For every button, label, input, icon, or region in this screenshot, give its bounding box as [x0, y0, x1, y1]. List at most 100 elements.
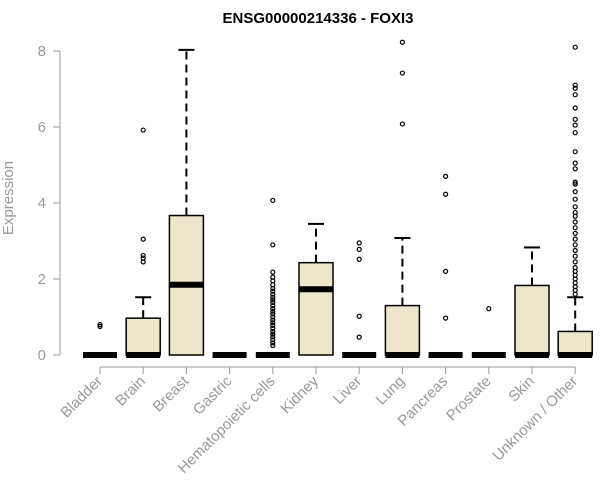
- outlier-point: [572, 105, 578, 111]
- outlier-point: [270, 325, 276, 331]
- outlier-point: [270, 340, 276, 346]
- chart-title: ENSG00000214336 - FOXI3: [223, 10, 414, 27]
- outlier-point: [572, 85, 578, 91]
- outlier-point: [356, 246, 362, 252]
- outlier-point: [572, 116, 578, 123]
- outlier-point: [270, 303, 276, 309]
- outlier-point: [572, 204, 578, 210]
- x-category-label: Prostate: [443, 373, 495, 425]
- outlier-point: [140, 127, 146, 133]
- outlier-point: [572, 179, 578, 185]
- y-axis: 0 2 4 6 8: [38, 43, 61, 364]
- outlier-point: [270, 297, 276, 303]
- box-brain: [125, 127, 161, 358]
- box-lung: [384, 39, 421, 358]
- x-category-label: Liver: [330, 373, 365, 408]
- outlier-point: [140, 255, 146, 261]
- outlier-point: [443, 173, 449, 179]
- y-tick-label: 6: [38, 119, 46, 136]
- outlier-point: [270, 306, 276, 312]
- box-iqr: [557, 330, 593, 356]
- x-category-label: Bladder: [57, 373, 106, 422]
- box-unknown-other: [557, 44, 593, 358]
- outlier-point: [270, 294, 276, 300]
- outlier-point: [140, 236, 146, 242]
- outlier-point: [572, 130, 578, 136]
- box-iqr: [298, 261, 334, 356]
- outlier-point: [399, 121, 405, 127]
- outlier-point: [572, 247, 578, 254]
- box-pancreas: [428, 173, 463, 358]
- outlier-point: [270, 322, 276, 328]
- outlier-point: [572, 242, 578, 248]
- outlier-point: [572, 189, 578, 195]
- box-breast: [168, 48, 205, 356]
- y-tick-label: 8: [38, 43, 46, 60]
- outlier-point: [572, 225, 578, 231]
- outlier-point: [97, 323, 103, 330]
- outlier-point: [399, 70, 405, 76]
- outlier-point: [572, 122, 578, 128]
- outlier-point: [270, 317, 276, 323]
- box-iqr: [514, 284, 550, 356]
- outlier-point: [572, 149, 578, 155]
- x-category-label: Skin: [505, 373, 538, 406]
- y-tick-label: 0: [38, 347, 46, 364]
- outlier-point: [270, 288, 276, 294]
- outlier-point: [270, 197, 276, 203]
- outlier-point: [572, 44, 578, 50]
- outlier-point: [270, 331, 276, 337]
- outlier-point: [572, 219, 578, 225]
- outlier-point: [270, 320, 276, 326]
- outlier-point: [572, 253, 578, 259]
- outlier-point: [572, 166, 578, 172]
- outlier-point: [270, 299, 276, 306]
- outlier-point: [140, 252, 146, 259]
- outlier-point: [270, 342, 276, 349]
- outlier-point: [97, 322, 103, 328]
- outlier-point: [486, 306, 492, 312]
- outlier-point: [270, 314, 276, 320]
- outlier-point: [270, 311, 276, 317]
- outlier-point: [356, 313, 362, 319]
- outlier-point: [572, 196, 578, 202]
- box-bladder: [83, 322, 117, 358]
- outlier-point: [443, 268, 449, 274]
- box-iqr: [125, 317, 161, 356]
- outlier-point: [270, 242, 276, 248]
- x-category-label: Lung: [373, 373, 409, 409]
- box-kidney: [298, 222, 334, 356]
- outlier-point: [356, 256, 362, 262]
- y-tick-label: 2: [38, 271, 46, 288]
- outlier-point: [356, 240, 362, 246]
- outlier-point: [572, 160, 578, 166]
- outlier-point: [356, 334, 362, 340]
- outlier-point: [270, 334, 276, 340]
- outlier-point: [443, 191, 449, 197]
- x-category-label: Breast: [150, 372, 193, 415]
- outlier-point: [270, 308, 276, 314]
- outlier-point: [270, 328, 276, 335]
- box-iqr: [384, 304, 421, 356]
- x-category-label: Brain: [112, 373, 149, 410]
- outlier-point: [270, 337, 276, 343]
- outlier-point: [572, 265, 578, 271]
- outlier-point: [572, 82, 578, 88]
- outlier-point: [572, 209, 578, 216]
- box-hematopoietic-cells: [255, 197, 290, 358]
- box-liver: [342, 240, 377, 358]
- outlier-point: [572, 230, 578, 236]
- box-prostate: [471, 306, 506, 358]
- outlier-point: [443, 315, 449, 321]
- outlier-point: [270, 291, 276, 297]
- outlier-point: [572, 92, 578, 98]
- x-category-label: Kidney: [277, 372, 322, 417]
- outlier-point: [270, 274, 276, 280]
- outlier-point: [572, 236, 578, 242]
- outlier-point: [270, 269, 276, 275]
- outlier-point: [572, 259, 578, 265]
- y-tick-label: 4: [38, 195, 46, 212]
- box-skin: [514, 246, 550, 358]
